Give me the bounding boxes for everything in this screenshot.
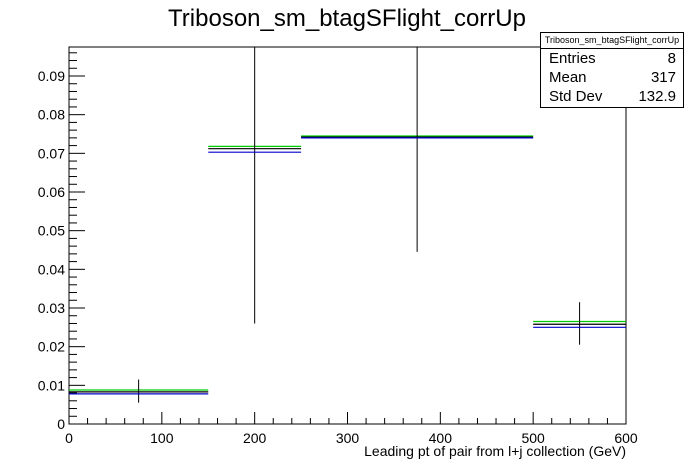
stats-label: Entries	[549, 50, 596, 67]
stats-label: Mean	[549, 69, 587, 86]
stats-value: 8	[667, 50, 676, 67]
y-tick-label: 0.08	[38, 107, 65, 123]
x-axis-label: Leading pt of pair from l+j collection (…	[364, 443, 626, 459]
x-tick-label: 500	[521, 430, 545, 446]
y-tick-label: 0.09	[38, 68, 65, 84]
y-tick-label: 0.07	[38, 145, 65, 161]
chart-title: Triboson_sm_btagSFlight_corrUp	[168, 5, 526, 32]
y-tick-label: 0.02	[38, 339, 65, 355]
axis-ticks: 0 100 200 300 400 500 600 0 0.01 0.02 0.03 0.04 0.05…	[38, 52, 638, 446]
x-tick-label: 0	[65, 430, 73, 446]
y-tick-label: 0	[57, 416, 65, 432]
x-tick-label: 400	[429, 430, 453, 446]
series-2	[69, 137, 626, 395]
stats-title: Triboson_sm_btagSFlight_corrUp	[541, 33, 683, 49]
y-tick-label: 0.01	[38, 377, 65, 393]
stats-row-entries: Entries 8	[541, 49, 683, 68]
stats-row-mean: Mean 317	[541, 68, 683, 87]
y-tick-label: 0.05	[38, 223, 65, 239]
x-tick-label: 200	[243, 430, 267, 446]
x-tick-label: 300	[336, 430, 360, 446]
stats-row-stddev: Std Dev 132.9	[541, 87, 683, 106]
x-tick-label: 100	[150, 430, 174, 446]
y-tick-label: 0.03	[38, 300, 65, 316]
stats-box: Triboson_sm_btagSFlight_corrUp Entries 8…	[540, 32, 684, 108]
data-marks	[69, 47, 626, 403]
series-0	[69, 135, 626, 391]
stats-label: Std Dev	[549, 88, 603, 105]
series-1	[69, 47, 626, 403]
stats-value: 132.9	[638, 88, 676, 105]
y-tick-label: 0.06	[38, 184, 65, 200]
x-tick-label: 600	[614, 430, 638, 446]
y-tick-label: 0.04	[38, 261, 65, 277]
stats-value: 317	[650, 69, 676, 86]
